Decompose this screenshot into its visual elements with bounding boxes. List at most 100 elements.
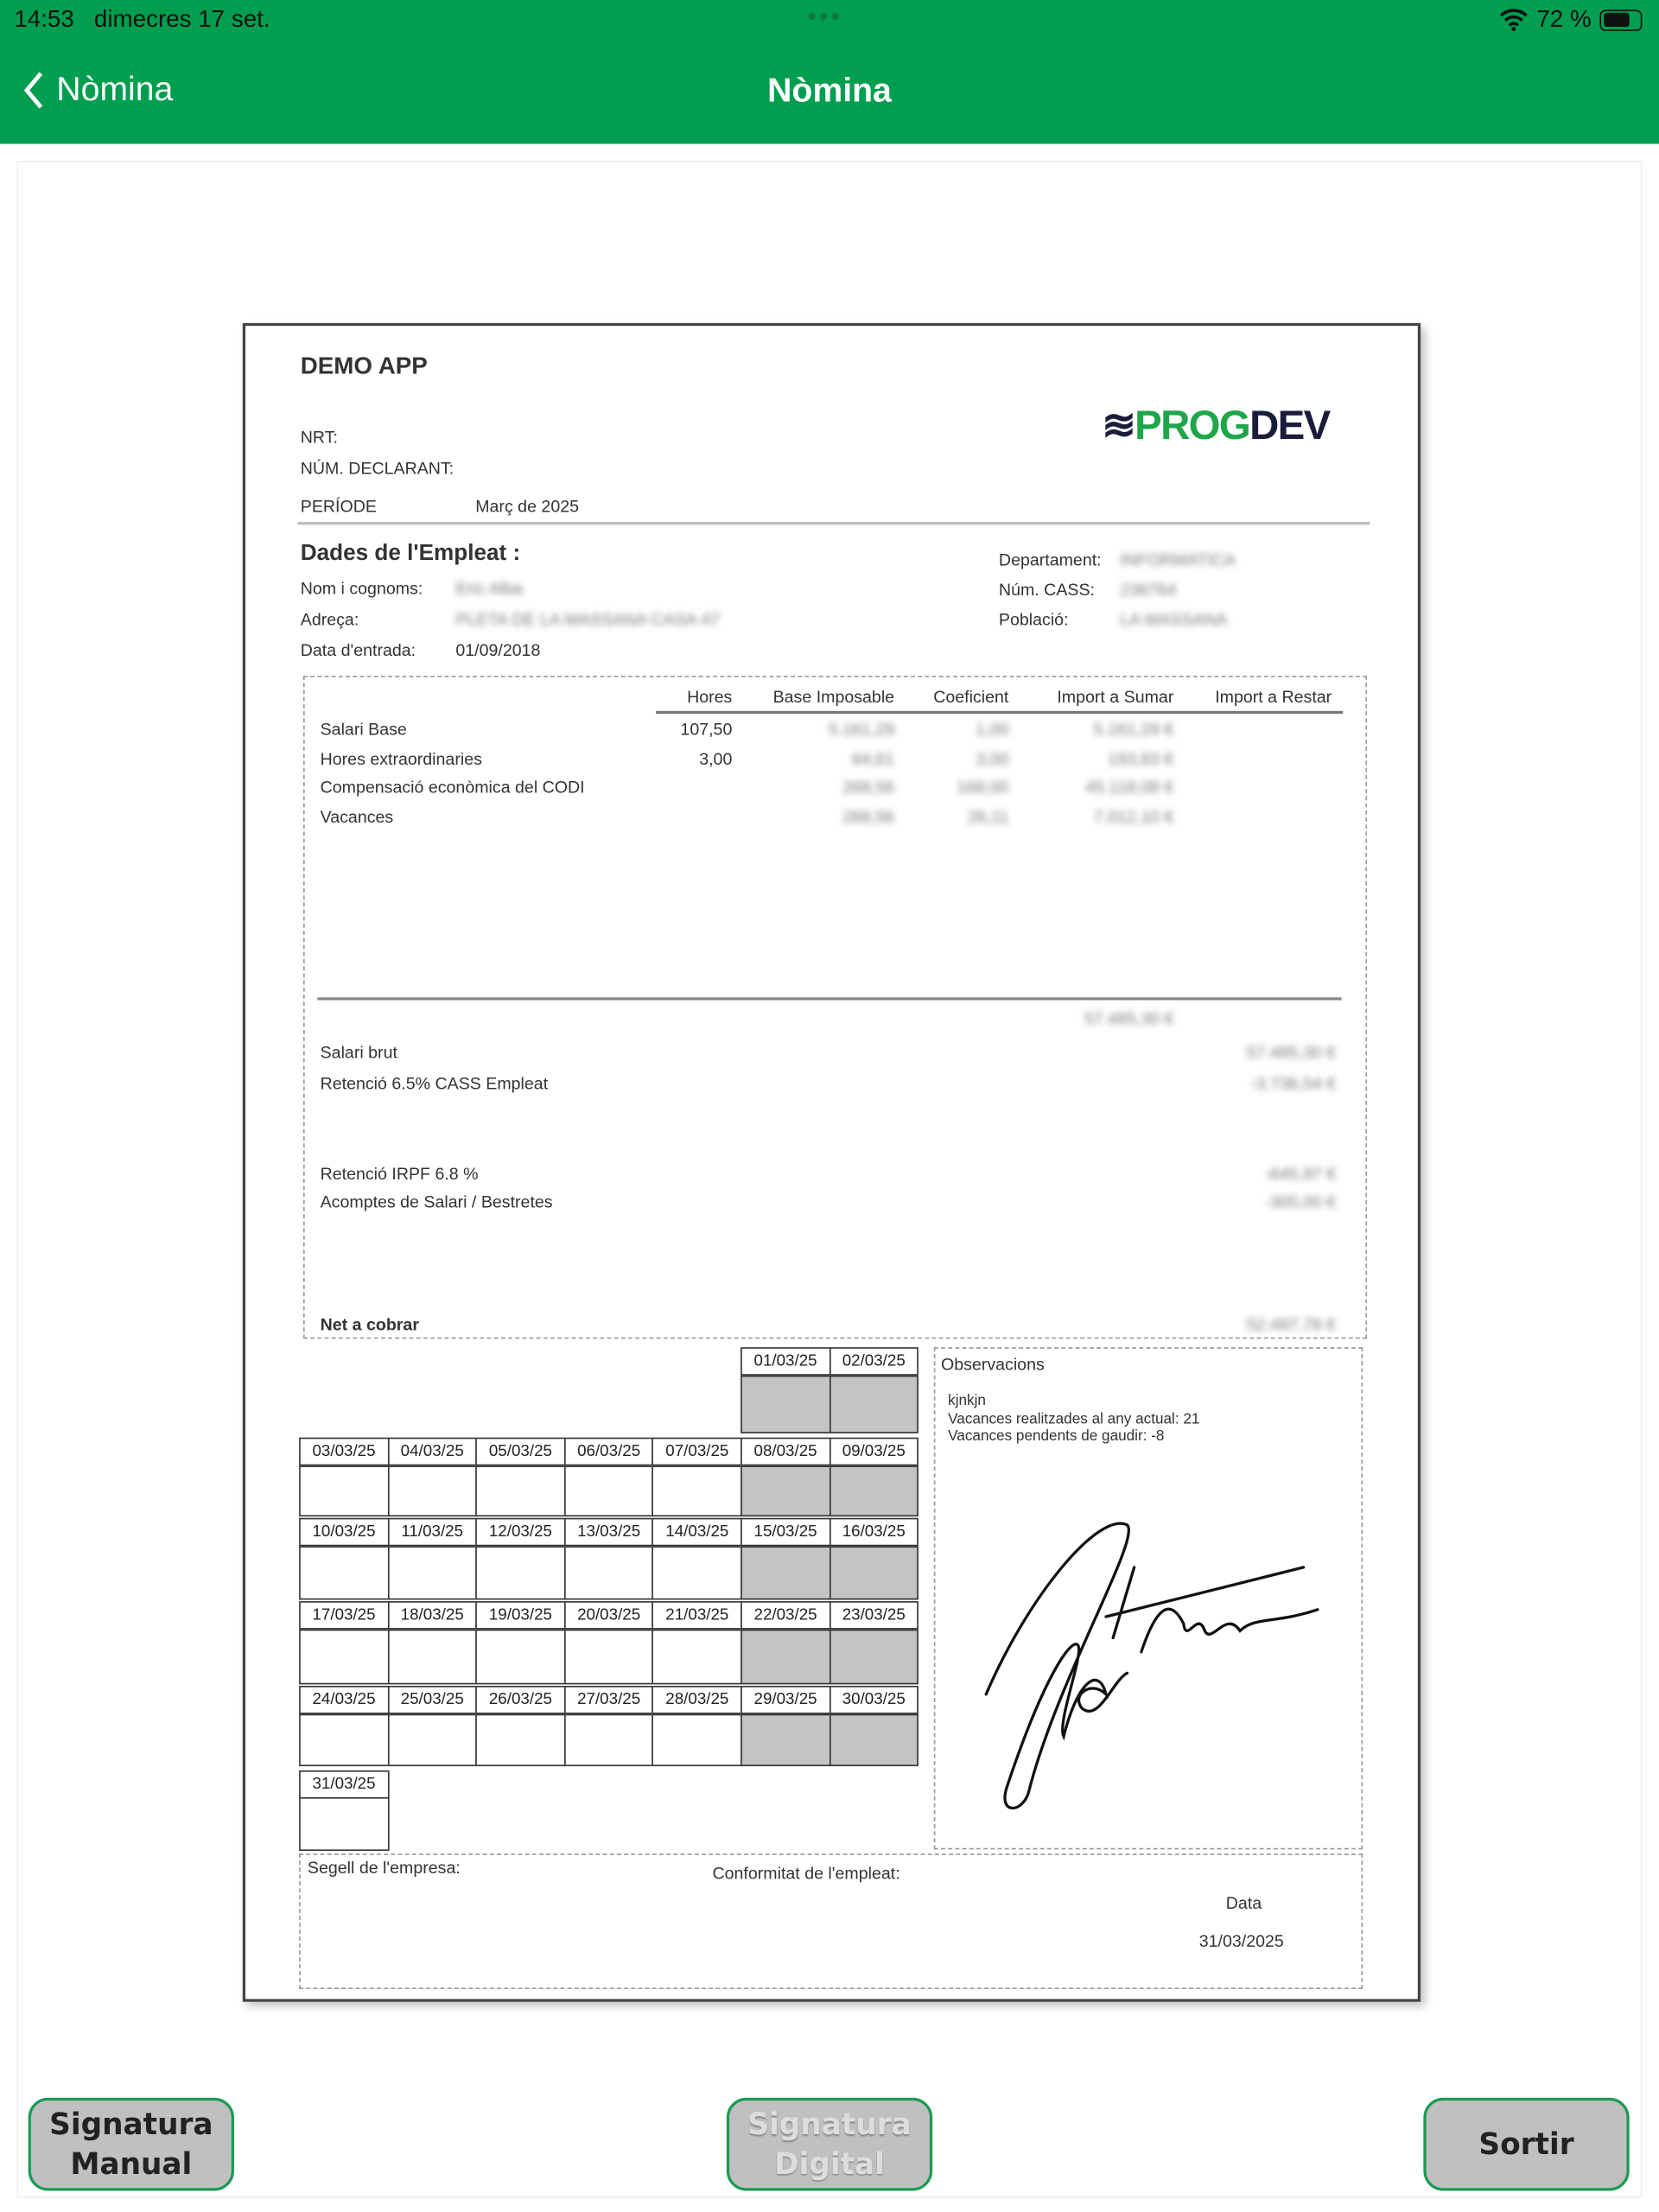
page-title: Nòmina <box>767 72 892 111</box>
calendar-day-label: 04/03/25 <box>387 1437 478 1466</box>
calendar-day-cell[interactable] <box>829 1465 919 1517</box>
calendar-day-label: 22/03/25 <box>741 1601 830 1630</box>
deduction-concept: Acomptes de Salari / Bestretes <box>320 1192 553 1212</box>
status-time: 14:53 dimecres 17 set. <box>14 5 270 33</box>
field-value: PLETA DE LA MASSANA CASA 47 <box>455 609 720 630</box>
conformity-label: Conformitat de l'empleat: <box>712 1863 900 1884</box>
totals-rule <box>317 997 1342 1001</box>
calendar-day-cell[interactable] <box>299 1546 389 1600</box>
calendar-day-label: 17/03/25 <box>299 1601 389 1630</box>
deduction-value: -305,00 € <box>1264 1192 1337 1212</box>
calendar-day-cell[interactable] <box>563 1546 654 1600</box>
calendar-day-label: 28/03/25 <box>652 1686 742 1714</box>
calendar-day-cell[interactable] <box>387 1546 478 1600</box>
table-row-concept: Salari Base <box>320 719 407 740</box>
calendar-day-label: 25/03/25 <box>387 1686 478 1714</box>
deduction-value: -3.736,54 € <box>1249 1073 1337 1094</box>
employee-title: Dades de l'Empleat : <box>300 541 521 566</box>
calendar-day-cell[interactable] <box>652 1713 742 1767</box>
calendar-day-cell[interactable] <box>299 1713 389 1767</box>
table-cell: 5.161,29 <box>828 719 895 740</box>
calendar-day-label: 09/03/25 <box>829 1437 919 1466</box>
signatures-box <box>299 1853 1363 1990</box>
calendar-day-label: 02/03/25 <box>829 1347 919 1376</box>
calendar-day-label: 30/03/25 <box>829 1686 919 1714</box>
period-value: Març de 2025 <box>475 496 580 517</box>
calendar-day-label: 15/03/25 <box>741 1517 830 1547</box>
calendar-day-label: 11/03/25 <box>387 1517 478 1547</box>
deduction-value: 57.485,30 € <box>1246 1042 1337 1063</box>
calendar-day-cell[interactable] <box>741 1546 830 1600</box>
column-header: Import a Restar <box>1215 687 1332 707</box>
calendar-day-label: 12/03/25 <box>475 1517 566 1547</box>
calendar-day-label: 01/03/25 <box>741 1347 830 1376</box>
battery-percent: 72 % <box>1536 5 1592 33</box>
multitask-dots-icon[interactable]: ●●● <box>806 5 842 26</box>
calendar-day-cell[interactable] <box>475 1546 566 1600</box>
table-cell: 45.118,08 € <box>1085 777 1174 798</box>
calendar-day-cell[interactable] <box>741 1629 830 1685</box>
deduction-concept: Retenció 6.5% CASS Empleat <box>320 1073 549 1094</box>
calendar-day-label: 06/03/25 <box>563 1437 654 1466</box>
period-label: PERÍODE <box>300 496 377 517</box>
calendar-day-label: 08/03/25 <box>741 1437 830 1466</box>
calendar-day-label: 27/03/25 <box>563 1686 654 1714</box>
chevron-left-icon <box>23 72 43 109</box>
battery-icon <box>1599 9 1643 31</box>
calendar-day-cell[interactable] <box>741 1375 830 1433</box>
calendar-day-cell[interactable] <box>387 1629 478 1685</box>
calendar-day-cell[interactable] <box>387 1713 478 1767</box>
calendar-day-label: 07/03/25 <box>652 1437 742 1466</box>
observations-box <box>933 1347 1363 1850</box>
calendar-day-label: 19/03/25 <box>475 1601 566 1630</box>
column-header: Coeficient <box>933 687 1009 707</box>
calendar-day-cell[interactable] <box>829 1629 919 1685</box>
calendar-day-label: 16/03/25 <box>829 1517 919 1547</box>
declarant-label: NÚM. DECLARANT: <box>300 458 454 479</box>
calendar-day-cell[interactable] <box>741 1713 830 1767</box>
date-label: Data <box>1225 1893 1262 1913</box>
calendar-day-cell[interactable] <box>652 1546 742 1600</box>
net-label: Net a cobrar <box>320 1314 419 1335</box>
table-row-concept: Vacances <box>320 806 394 826</box>
table-row-concept: Compensació econòmica del CODI <box>320 777 585 798</box>
calendar-day-cell[interactable] <box>829 1375 919 1433</box>
table-cell: 3,00 <box>699 748 733 768</box>
field-label: Adreça: <box>300 609 359 630</box>
calendar-day-cell[interactable] <box>652 1465 742 1517</box>
calendar-day-cell[interactable] <box>563 1713 654 1767</box>
calendar-day-cell[interactable] <box>475 1465 566 1517</box>
calendar-day-cell[interactable] <box>741 1465 830 1517</box>
header-bar: 14:53 dimecres 17 set. ●●● 72 % Nòmina N… <box>0 0 1659 144</box>
manual-signature-button[interactable]: Signatura Manual <box>28 2097 235 2191</box>
calendar-day-cell[interactable] <box>563 1629 654 1685</box>
column-header: Hores <box>687 687 733 707</box>
calendar-day-cell[interactable] <box>652 1629 742 1685</box>
table-row-concept: Hores extraordinaries <box>320 748 482 768</box>
subtotal-value: 57.485,30 € <box>1084 1008 1174 1029</box>
field-value: LA MASSANA <box>1120 609 1228 630</box>
calendar-day-cell[interactable] <box>475 1629 566 1685</box>
table-cell: 26,11 <box>967 806 1009 826</box>
exit-button[interactable]: Sortir <box>1423 2097 1630 2191</box>
calendar-day-cell[interactable] <box>387 1465 478 1517</box>
calendar-day-cell[interactable] <box>299 1629 389 1685</box>
calendar-day-cell[interactable] <box>829 1713 919 1767</box>
deduction-concept: Salari brut <box>320 1042 397 1063</box>
calendar-day-label: 18/03/25 <box>387 1601 478 1630</box>
calendar-day-cell[interactable] <box>563 1465 654 1517</box>
calendar-day-cell[interactable] <box>299 1465 389 1517</box>
table-cell: 7.012,10 € <box>1093 806 1174 826</box>
observations-title: Observacions <box>940 1354 1045 1375</box>
payslip-document: DEMO APP ≋PROGDEV NRT: NÚM. DECLARANT: P… <box>242 322 1421 2002</box>
back-button[interactable]: Nòmina <box>22 71 173 111</box>
calendar-day-cell[interactable] <box>475 1713 566 1767</box>
calendar-day-cell[interactable] <box>299 1796 389 1852</box>
digital-signature-button[interactable]: Signatura Digital <box>726 2097 933 2191</box>
back-label: Nòmina <box>56 70 174 109</box>
calendar-day-label: 03/03/25 <box>299 1437 389 1466</box>
field-value: INFORMATICA <box>1120 550 1236 570</box>
field-value: 236764 <box>1120 580 1177 600</box>
calendar-day-cell[interactable] <box>829 1546 919 1600</box>
